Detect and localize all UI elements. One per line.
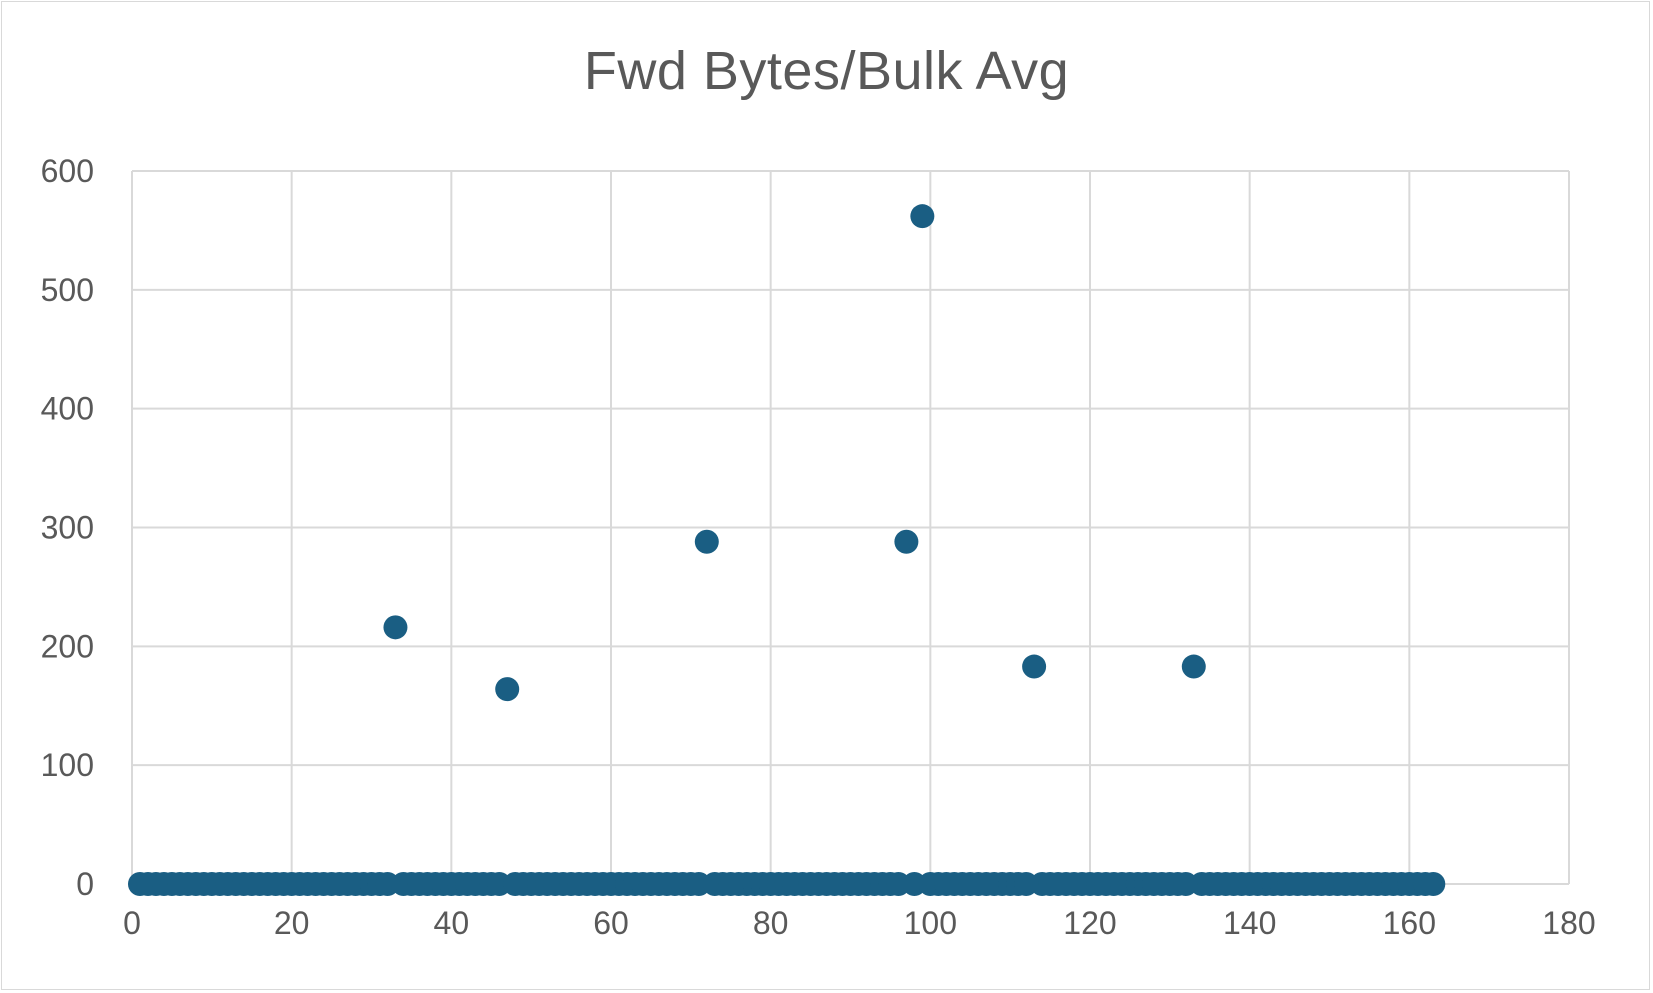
y-tick-label: 0 — [76, 866, 94, 902]
data-point — [1421, 872, 1446, 896]
data-point — [910, 204, 935, 229]
x-tick-label: 40 — [434, 905, 470, 941]
gridlines — [131, 170, 1570, 885]
x-axis-tick-labels: 0 20 40 60 80 100 120 140 160 180 — [123, 905, 1596, 941]
y-tick-label: 200 — [41, 628, 94, 664]
data-point — [1022, 654, 1047, 679]
x-tick-label: 20 — [274, 905, 310, 941]
data-point — [383, 615, 408, 640]
data-point — [694, 529, 719, 554]
x-tick-label: 120 — [1063, 905, 1116, 941]
data-point — [495, 677, 520, 702]
y-tick-label: 600 — [41, 153, 94, 189]
x-tick-label: 100 — [904, 905, 957, 941]
y-tick-label: 500 — [41, 272, 94, 308]
y-tick-label: 100 — [41, 747, 94, 783]
x-tick-label: 140 — [1223, 905, 1276, 941]
data-points — [127, 204, 1446, 896]
x-tick-label: 60 — [593, 905, 629, 941]
data-point — [894, 529, 919, 554]
x-tick-label: 80 — [753, 905, 789, 941]
x-tick-label: 160 — [1383, 905, 1436, 941]
y-tick-label: 300 — [41, 510, 94, 546]
data-point — [1181, 654, 1206, 679]
x-tick-label: 180 — [1542, 905, 1595, 941]
x-tick-label: 0 — [123, 905, 141, 941]
chart-title: Fwd Bytes/Bulk Avg — [583, 41, 1070, 101]
y-tick-label: 400 — [41, 391, 94, 427]
y-axis-tick-labels: 0 100 200 300 400 500 600 — [41, 153, 94, 902]
